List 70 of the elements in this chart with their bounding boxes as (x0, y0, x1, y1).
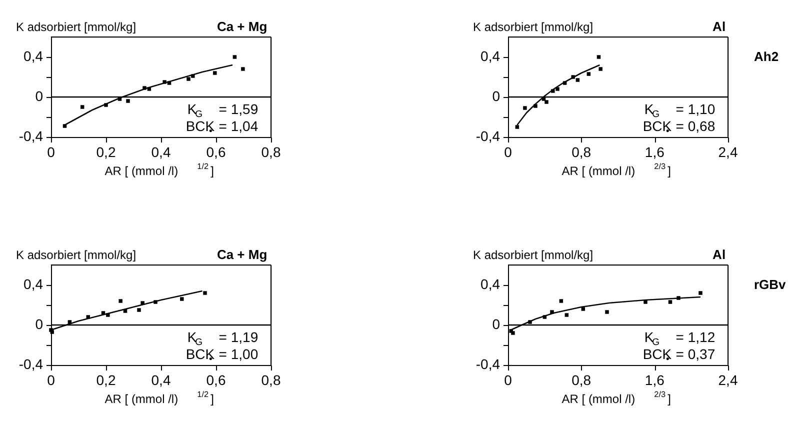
point (534, 104, 538, 108)
y-tick-label: 0,4 (24, 276, 44, 292)
x-tick-label: 0,8 (261, 144, 281, 160)
point (698, 291, 702, 295)
y-tick-label: -0,4 (476, 128, 500, 144)
x-tick-label: 1,6 (644, 144, 665, 160)
y-tick-label: 0 (492, 316, 500, 332)
point (644, 300, 648, 304)
point (126, 99, 130, 103)
y-tick-label: -0,4 (18, 128, 44, 144)
x-tick-label: 1,6 (644, 372, 665, 388)
y-tick-label: -0,4 (476, 356, 500, 372)
point (544, 100, 548, 104)
point (213, 71, 217, 75)
text: rGBv (754, 277, 787, 292)
y-axis-title: K adsorbiert [mmol/kg] (16, 248, 136, 262)
point (515, 125, 520, 129)
annotation: BCK• = 1,04 (186, 118, 258, 138)
x-tick-label: 0,8 (572, 144, 592, 160)
y-tick-label: 0,4 (24, 48, 44, 64)
x-tick-label: 0,8 (572, 372, 592, 388)
y-axis-title: K adsorbiert [mmol/kg] (473, 248, 594, 262)
annotation: BCK• = 0,68 (642, 118, 716, 138)
point (203, 291, 207, 295)
y-tick-label: -0,4 (18, 356, 44, 372)
chart-title: Al (712, 19, 726, 34)
y-tick-label: 0 (35, 88, 44, 104)
point (556, 87, 560, 91)
y-tick-label: 0,4 (480, 276, 500, 292)
y-tick-label: 0,4 (480, 48, 500, 64)
y-axis-title: K adsorbiert [mmol/kg] (473, 20, 594, 34)
chart-title: Ca + Mg (216, 19, 268, 34)
x-tick-label: 0 (47, 144, 56, 160)
chart-title: Ca + Mg (216, 247, 268, 262)
x-tick-label: 2,4 (718, 372, 738, 388)
point (118, 299, 122, 303)
x-tick-label: 0,8 (261, 372, 281, 388)
x-tick-label: 0,4 (151, 372, 171, 388)
point (232, 55, 237, 59)
x-tick-label: 0,2 (96, 372, 116, 388)
point (523, 106, 527, 110)
x-tick-label: 0,6 (206, 144, 226, 160)
x-tick-label: 0,2 (96, 144, 116, 160)
point (180, 297, 184, 301)
y-axis-title: K adsorbiert [mmol/kg] (16, 20, 136, 34)
y-tick-label: 0 (492, 88, 500, 104)
point (598, 67, 602, 71)
y-tick-label: 0 (35, 316, 44, 332)
point (605, 310, 609, 314)
x-tick-label: 0 (504, 144, 512, 160)
point (564, 313, 569, 317)
point (576, 78, 580, 82)
x-tick-label: 0,4 (151, 144, 171, 160)
point (586, 72, 591, 76)
point (186, 77, 190, 81)
point (668, 300, 672, 304)
point (241, 67, 245, 71)
text: Ah2 (754, 49, 779, 64)
x-tick-label: 0 (504, 372, 512, 388)
point (80, 105, 84, 109)
x-tick-label: 0 (47, 372, 56, 388)
x-tick-label: 2,4 (718, 144, 738, 160)
point (137, 308, 141, 312)
point (559, 299, 564, 303)
chart-title: Al (712, 247, 726, 262)
annotation: BCK• = 0,37 (642, 346, 716, 366)
point (596, 55, 601, 59)
annotation: BCK• = 1,00 (186, 346, 258, 366)
x-tick-label: 0,6 (206, 372, 226, 388)
point (581, 307, 586, 311)
